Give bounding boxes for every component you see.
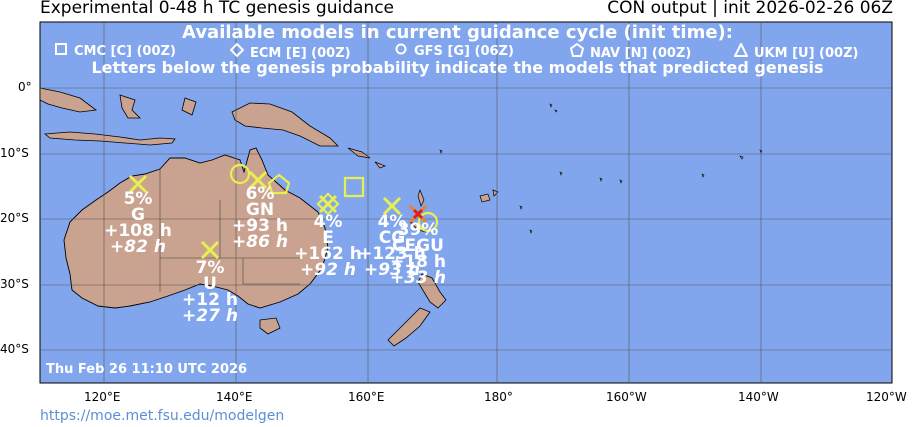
init-time-label: CON output | init 2026-02-26 06Z (607, 0, 893, 18)
lon-label: 140°E (216, 390, 253, 404)
genesis-candidate: 39% CEGU +18 h +33 h (380, 220, 456, 288)
gridlines (40, 22, 892, 383)
legend-item-gfs: GFS [G] (06Z) (394, 43, 514, 59)
marker-ecm-diamond (316, 192, 340, 216)
genesis-probability: 6% (245, 184, 275, 204)
genesis-x-symbols (128, 170, 428, 260)
triangle-icon (734, 43, 748, 57)
genesis-models: GN (245, 200, 275, 220)
genesis-candidate: 6% GN +93 h +86 h (222, 184, 298, 252)
genesis-probability: 5% (123, 189, 153, 209)
marker-cmc-square (343, 176, 365, 198)
genesis-x-3 (200, 240, 220, 260)
legend-label: UKM [U] (00Z) (754, 46, 859, 61)
marker-cluster-east (417, 211, 439, 233)
marker-gfs-circle (229, 163, 251, 185)
pentagon-icon (570, 43, 584, 57)
lat-label: 0° (18, 80, 32, 94)
land-tasmania (259, 317, 281, 335)
genesis-models: CEGU (392, 236, 444, 256)
genesis-lead-time: +123 h (358, 244, 426, 264)
genesis-probability: 4% (377, 212, 407, 232)
legend-label: NAV [N] (00Z) (590, 46, 692, 61)
genesis-x-1 (128, 174, 148, 194)
state-borders (159, 168, 300, 292)
lon-label: 120°E (84, 390, 121, 404)
lat-label: 30°S (0, 277, 29, 291)
lon-label: 140°W (738, 390, 779, 404)
land-solomon-islands (347, 147, 386, 169)
genesis-candidate: 5% G +108 h +82 h (100, 189, 176, 257)
genesis-x-5 (382, 196, 402, 216)
genesis-x-2 (248, 170, 268, 190)
genesis-models: E (322, 228, 334, 248)
legend-item-ukm: UKM [U] (00Z) (734, 43, 858, 61)
genesis-models: U (203, 274, 217, 294)
source-link[interactable]: https://moe.met.fsu.edu/modelgen (40, 408, 285, 424)
genesis-models: G (131, 205, 145, 225)
land-new-guinea (231, 102, 339, 147)
square-icon (55, 43, 67, 55)
models-heading: Available models in current guidance cyc… (182, 22, 733, 43)
genesis-x-4 (318, 194, 338, 214)
land-new-zealand-north (417, 273, 447, 309)
lon-label: 160°W (606, 390, 647, 404)
genesis-lead-time: +93 h (232, 216, 288, 236)
genesis-lead-time-alt: +33 h (390, 268, 446, 288)
model-markers (229, 163, 439, 233)
legend-item-cmc: CMC [C] (00Z) (54, 43, 176, 59)
land-sulawesi (119, 94, 141, 119)
models-note: Letters below the genesis probability in… (91, 58, 824, 77)
chart-title: Experimental 0-48 h TC genesis guidance (40, 0, 394, 18)
land-halmahera (181, 97, 197, 116)
genesis-lead-time-alt: +93 h (364, 260, 420, 280)
land-new-zealand-south (387, 307, 431, 347)
lat-label: 20°S (0, 211, 29, 225)
genesis-candidate: 7% U +12 h +27 h (172, 258, 248, 326)
land-vanuatu (417, 188, 425, 207)
lon-label: 120°W (866, 390, 907, 404)
genesis-lead-time-alt: +92 h (300, 260, 356, 280)
land-indonesia-north (39, 87, 98, 113)
genesis-candidate: 4% CG +123 h +93 h (354, 212, 430, 280)
lat-label: 40°S (0, 342, 29, 356)
genesis-x-6-core (412, 208, 424, 220)
genesis-probability: 4% (313, 212, 343, 232)
valid-timestamp: Thu Feb 26 11:10 UTC 2026 (46, 362, 248, 377)
land-indonesia-islands (43, 131, 176, 146)
marker-nav-pentagon (267, 173, 291, 195)
genesis-lead-time: +12 h (182, 290, 238, 310)
genesis-models: CG (378, 228, 406, 248)
legend-label: ECM [E] (00Z) (250, 46, 351, 61)
legend-label: GFS [G] (06Z) (414, 44, 514, 59)
land-australia (63, 147, 329, 309)
legend-label: CMC [C] (00Z) (74, 44, 176, 59)
genesis-lead-time-alt: +86 h (232, 232, 288, 252)
genesis-candidate: 4% E +162 h +92 h (290, 212, 366, 280)
genesis-lead-time-alt: +82 h (110, 237, 166, 257)
genesis-probability: 39% (397, 220, 439, 240)
lon-label: 180° (484, 390, 513, 404)
genesis-lead-time: +18 h (390, 252, 446, 272)
genesis-probability: 7% (195, 258, 225, 278)
circle-icon (395, 43, 407, 55)
legend-item-ecm: ECM [E] (00Z) (230, 43, 351, 61)
lon-label: 160°E (348, 390, 385, 404)
genesis-lead-time-alt: +27 h (182, 306, 238, 326)
genesis-lead-time: +108 h (104, 221, 172, 241)
diamond-icon (230, 43, 244, 57)
legend-item-nav: NAV [N] (00Z) (570, 43, 691, 61)
land-fiji (479, 189, 499, 203)
lat-label: 10°S (0, 146, 29, 160)
small-islands (439, 103, 763, 234)
genesis-lead-time: +162 h (294, 244, 362, 264)
